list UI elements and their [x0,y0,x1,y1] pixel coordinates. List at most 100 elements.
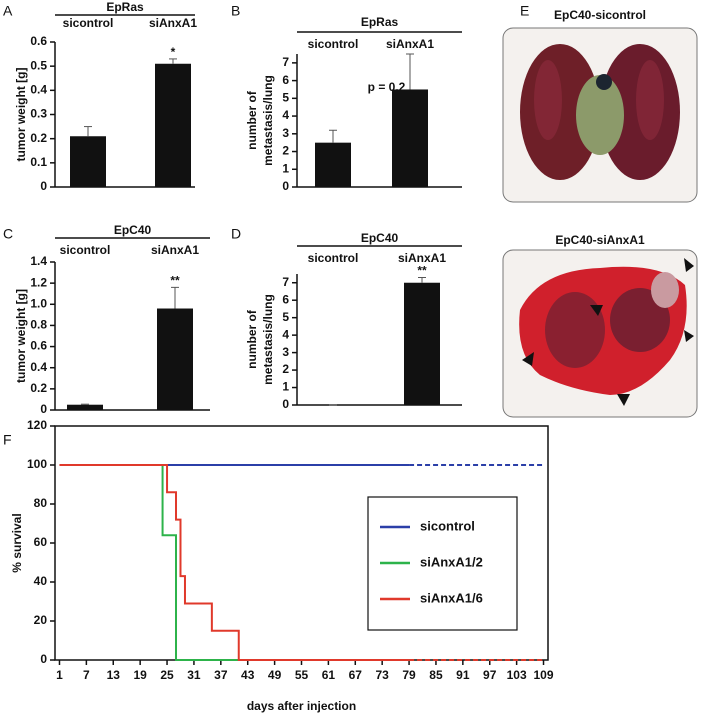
y-tick-label: 3 [282,126,289,140]
y-tick-label: 0.6 [30,34,47,48]
y-axis-label: metastasis/lung [261,75,275,166]
panel-label: F [3,432,12,448]
y-axis-label: number of [245,90,259,150]
y-tick-label: 0 [282,179,289,193]
x-tick-label: 19 [133,668,147,682]
bar [70,136,106,187]
y-axis-label: metastasis/lung [261,294,275,385]
x-tick-label: 31 [187,668,201,682]
image-label: EpC40-siAnxA1 [555,233,645,247]
y-tick-label: 0 [40,402,47,416]
panel-label: A [3,3,13,19]
bar [157,308,193,410]
legend-label: sicontrol [420,518,475,533]
y-tick-label: 0.4 [30,360,47,374]
y-tick-label: 2 [282,144,289,158]
y-tick-label: 7 [282,275,289,289]
panel-label: D [231,226,241,242]
survival-line [59,464,410,661]
y-tick-label: 1 [282,380,289,394]
bar [315,142,351,187]
y-tick-label: 80 [34,496,48,510]
bar [155,63,191,187]
lung-image [502,249,698,418]
panel-label: C [3,226,13,242]
x-tick-label: 79 [402,668,416,682]
y-tick-label: 0.2 [30,131,47,145]
y-tick-label: 0.4 [30,83,47,97]
image-label: EpC40-sicontrol [554,8,646,22]
y-tick-label: 60 [34,535,48,549]
x-tick-label: 103 [507,668,527,682]
x-tick-label: sicontrol [63,16,114,30]
x-tick-label: 73 [375,668,389,682]
y-tick-label: 2 [282,362,289,376]
y-tick-label: 1 [282,161,289,175]
x-tick-label: siAnxA1 [149,16,197,30]
x-tick-label: siAnxA1 [386,37,434,51]
y-tick-label: 0.3 [30,107,47,121]
y-tick-label: 0 [40,179,47,193]
y-tick-label: 0.6 [30,339,47,353]
x-tick-label: 25 [160,668,174,682]
annotation: ** [417,264,427,278]
chart-title: EpRas [361,15,399,29]
chart-title: EpC40 [361,231,399,245]
y-tick-label: 100 [27,457,47,471]
chart-title: EpC40 [114,223,152,237]
y-tick-label: 0.8 [30,318,47,332]
y-tick-label: 5 [282,91,289,105]
chart-title: EpRas [106,0,144,14]
annotation: p = 0.2 [368,80,406,94]
x-tick-label: 55 [295,668,309,682]
y-tick-label: 6 [282,73,289,87]
y-tick-label: 0.2 [30,381,47,395]
y-tick-label: 1.0 [30,296,47,310]
y-tick-label: 1.2 [30,275,47,289]
y-tick-label: 0 [40,652,47,666]
panel-label: B [231,3,240,19]
x-tick-label: 109 [534,668,554,682]
y-axis-label: number of [245,309,259,369]
panel-label: E [520,3,529,19]
annotation: * [171,45,176,59]
y-axis-label: % survival [10,513,24,572]
x-tick-label: sicontrol [308,37,359,51]
y-tick-label: 7 [282,55,289,69]
x-tick-label: 97 [483,668,497,682]
y-tick-label: 5 [282,310,289,324]
x-tick-label: 43 [241,668,255,682]
y-tick-label: 0.1 [30,155,47,169]
y-axis-label: tumor weight [g] [14,289,28,383]
x-tick-label: 13 [107,668,121,682]
legend-label: siAnxA1/6 [420,590,483,605]
bar [392,89,428,187]
y-tick-label: 0.5 [30,58,47,72]
y-tick-label: 6 [282,292,289,306]
y-tick-label: 4 [282,108,289,122]
x-tick-label: siAnxA1 [151,243,199,257]
bar [67,404,103,410]
legend-label: siAnxA1/2 [420,554,483,569]
x-tick-label: 85 [429,668,443,682]
y-tick-label: 0 [282,397,289,411]
x-axis-label: days after injection [247,699,356,713]
y-tick-label: 1.4 [30,254,47,268]
x-tick-label: 91 [456,668,470,682]
x-tick-label: 1 [56,668,63,682]
y-tick-label: 20 [34,613,48,627]
annotation: ** [170,274,180,288]
lung-image [502,27,698,203]
x-tick-label: 37 [214,668,228,682]
y-axis-label: tumor weight [g] [14,68,28,162]
y-tick-label: 3 [282,345,289,359]
bar [404,282,440,405]
x-tick-label: sicontrol [308,251,359,265]
x-tick-label: 7 [83,668,90,682]
x-tick-label: sicontrol [60,243,111,257]
y-tick-label: 120 [27,418,47,432]
x-tick-label: 61 [322,668,336,682]
x-tick-label: 49 [268,668,282,682]
x-tick-label: 67 [349,668,363,682]
